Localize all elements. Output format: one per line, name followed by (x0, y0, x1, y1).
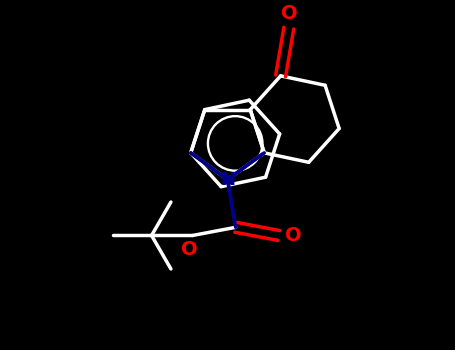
Text: O: O (182, 240, 198, 259)
Text: N: N (220, 170, 235, 189)
Text: O: O (285, 226, 302, 245)
Text: O: O (281, 4, 297, 23)
